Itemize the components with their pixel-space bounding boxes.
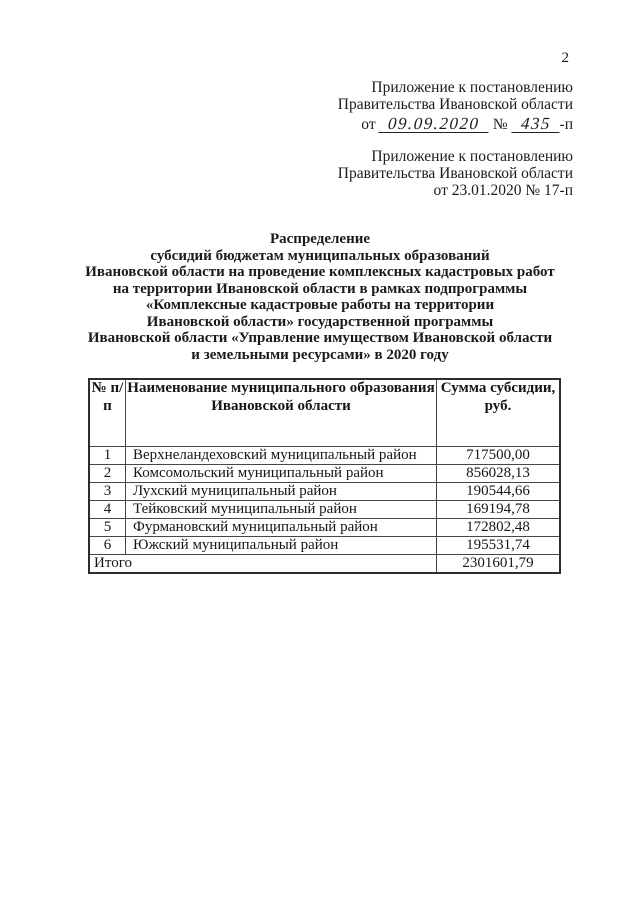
header-subsidy-sum: Сумма субсидии, руб.	[436, 378, 561, 447]
title-line: Ивановской области «Управление имущество…	[87, 330, 553, 346]
table-body: 1 Верхнеландеховский муниципальный район 7…	[88, 446, 561, 555]
header-row-number: № п/п	[88, 378, 126, 447]
row-number: 4	[88, 500, 126, 519]
row-number: 1	[88, 446, 126, 465]
subsidy-amount: 190544,66	[436, 482, 561, 501]
table-row: 3 Лухский муниципальный район 190544,66	[88, 482, 561, 501]
municipality-name: Фурмановский муниципальный район	[125, 518, 437, 537]
subsidy-table: № п/п Наименование муниципального образо…	[88, 378, 561, 574]
row-number: 6	[88, 536, 126, 555]
table-header-row: № п/п Наименование муниципального образо…	[88, 378, 561, 447]
appendix-line: Приложение к постановлению	[371, 148, 573, 165]
total-label: Итого	[88, 554, 437, 574]
municipality-name: Лухский муниципальный район	[125, 482, 437, 501]
date-prefix: от	[361, 116, 376, 133]
number-suffix: -п	[559, 116, 573, 133]
title-line: и земельными ресурсами» в 2020 году	[191, 346, 449, 363]
subsidy-amount: 717500,00	[436, 446, 561, 465]
appendix-line: Правительства Ивановской области	[337, 165, 573, 182]
total-row: Итого 2301601,79	[88, 554, 561, 574]
subsidy-amount: 856028,13	[436, 464, 561, 483]
document-title: Распределение субсидий бюджетам муниципа…	[0, 231, 640, 363]
appendix-date-line: от 09.09.2020 № 435 -п	[338, 114, 573, 135]
table-row: 4 Тейковский муниципальный район 169194,78	[88, 500, 561, 519]
municipality-name: Верхнеландеховский муниципальный район	[125, 446, 437, 465]
title-line: Ивановской области» государственной прог…	[146, 313, 494, 330]
municipality-name: Тейковский муниципальный район	[125, 500, 437, 519]
header-municipality: Наименование муниципального образования …	[125, 378, 437, 447]
table-header: № п/п Наименование муниципального образо…	[88, 378, 561, 447]
table-row: 6 Южский муниципальный район 195531,74	[88, 536, 561, 555]
title-line: Распределение	[269, 231, 371, 247]
subsidy-amount: 195531,74	[436, 536, 561, 555]
title-line: «Комплексные кадастровые работы на терри…	[145, 297, 495, 313]
handwritten-number: 435	[510, 114, 561, 133]
table-row: 2 Комсомольский муниципальный район 856028…	[88, 464, 561, 483]
table-row: 5 Фурмановский муниципальный район 172802,…	[88, 518, 561, 537]
appendix-line: Правительства Ивановской области	[337, 96, 573, 113]
table-row: 1 Верхнеландеховский муниципальный район 7…	[88, 446, 561, 465]
number-sign: №	[492, 116, 508, 133]
title-line: Ивановской области на проведение комплек…	[85, 264, 555, 280]
handwritten-date: 09.09.2020	[378, 114, 490, 133]
row-number: 5	[88, 518, 126, 537]
title-line: на территории Ивановской области в рамка…	[112, 280, 528, 297]
total-amount: 2301601,79	[436, 554, 561, 574]
row-number: 2	[88, 464, 126, 483]
table-footer: Итого 2301601,79	[88, 554, 561, 574]
subsidy-amount: 172802,48	[436, 518, 561, 537]
subsidy-amount: 169194,78	[436, 500, 561, 519]
appendix-line: Приложение к постановлению	[371, 79, 573, 96]
appendix-line: от 23.01.2020 № 17-п	[433, 182, 573, 199]
municipality-name: Комсомольский муниципальный район	[125, 464, 437, 483]
title-line: субсидий бюджетам муниципальных образова…	[150, 247, 490, 264]
row-number: 3	[88, 482, 126, 501]
appendix-reference-current: Приложение к постановлению Правительства…	[338, 79, 573, 135]
municipality-name: Южский муниципальный район	[125, 536, 437, 555]
appendix-reference-original: Приложение к постановлению Правительства…	[338, 148, 573, 199]
page-number: 2	[561, 50, 570, 66]
